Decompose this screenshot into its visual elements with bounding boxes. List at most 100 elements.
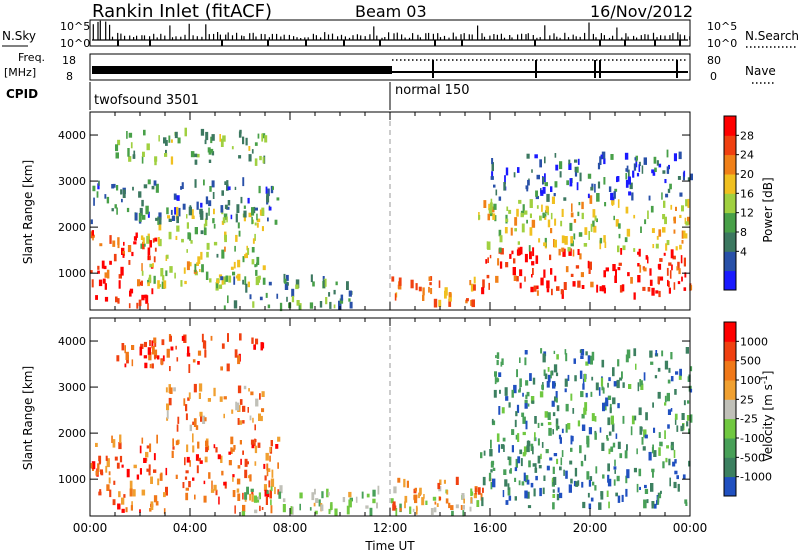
heatmap-cell [171,450,174,458]
heatmap-cell [625,168,628,172]
heatmap-cell [594,432,597,440]
heatmap-cell [670,376,674,382]
heatmap-cell [561,428,564,434]
heatmap-cell [244,492,248,500]
heatmap-cell [154,247,157,252]
heatmap-cell [572,281,576,287]
heatmap-cell [668,287,671,294]
heatmap-cell [466,298,469,302]
heatmap-cell [512,267,516,276]
heatmap-cell [434,501,437,505]
heatmap-cell [118,274,122,279]
heatmap-cell [540,277,544,286]
colorbar-swatch [724,360,736,381]
heatmap-cell [622,415,625,424]
heatmap-cell [259,393,261,400]
heatmap-cell [490,198,493,207]
heatmap-cell [165,486,168,496]
heatmap-cell [189,424,192,432]
heatmap-cell [310,274,313,283]
heatmap-cell [580,272,584,278]
heatmap-cell [349,301,353,309]
y-tick-label: 2000 [58,427,86,440]
heatmap-cell [677,483,680,492]
heatmap-cell [614,188,618,192]
heatmap-cell [227,200,231,206]
heatmap-cell [96,191,99,198]
heatmap-cell [492,467,496,471]
heatmap-cell [608,431,612,436]
heatmap-cell [186,249,188,253]
colorbar-tick-label: 28 [740,129,754,142]
heatmap-cell [254,424,256,431]
heatmap-cell [157,216,159,225]
heatmap-cell [168,135,171,143]
heatmap-cell [220,366,223,371]
heatmap-cell [168,231,172,240]
heatmap-cell [619,285,623,293]
heatmap-cell [575,481,579,487]
heatmap-cell [678,375,682,380]
heatmap-cell [653,427,656,433]
heatmap-cell [149,508,152,512]
heatmap-cell [508,209,512,214]
heatmap-cell [113,253,117,262]
heatmap-cell [136,302,139,309]
heatmap-cell [245,283,248,293]
heatmap-cell [546,381,550,388]
heatmap-cell [254,222,257,226]
heatmap-cell [504,479,508,487]
heatmap-cell [256,222,259,228]
heatmap-cell [222,135,226,142]
heatmap-cell [549,457,553,461]
heatmap-cell [617,495,621,503]
heatmap-cell [233,300,238,309]
heatmap-cell [113,480,116,485]
heatmap-cell [430,288,433,295]
heatmap-cell [553,350,556,354]
heatmap-cell [525,394,528,400]
heatmap-cell [519,246,523,255]
heatmap-cell [161,339,165,346]
heatmap-cell [526,219,528,224]
heatmap-cell [259,155,262,161]
heatmap-cell [189,205,192,209]
heatmap-cell [247,247,250,255]
heatmap-cell [579,445,582,454]
heatmap-cell [611,423,615,432]
heatmap-cell [489,449,493,457]
heatmap-cell [626,165,629,173]
heatmap-cell [418,286,422,292]
heatmap-cell [257,442,261,448]
heatmap-cell [90,463,93,469]
heatmap-cell [131,359,134,367]
heatmap-cell [199,411,203,417]
heatmap-cell [266,193,270,203]
heatmap-cell [141,199,144,207]
heatmap-cell [674,389,677,395]
nsearch-tick-high: 10^5 [707,20,737,33]
heatmap-cell [553,453,558,457]
heatmap-cell [579,253,582,260]
heatmap-cell [500,361,503,367]
heatmap-cell [91,230,94,238]
heatmap-cell [438,496,442,501]
heatmap-cell [153,275,156,284]
heatmap-cell [650,483,654,492]
heatmap-cell [560,220,563,227]
heatmap-cell [242,420,245,424]
heatmap-cell [639,264,642,273]
heatmap-cell [529,199,533,208]
heatmap-cell [188,206,192,216]
heatmap-cell [238,230,241,237]
heatmap-cell [226,363,230,372]
heatmap-cell [666,267,669,276]
heatmap-cell [165,387,168,393]
heatmap-cell [225,275,229,282]
heatmap-cell [574,467,578,477]
velocity-x-ticks: 00:00 04:00 08:00 12:00 16:00 20:00 00:00 [73,318,707,535]
heatmap-cell [597,181,601,189]
heatmap-cell [243,205,246,209]
heatmap-cell [238,131,242,138]
heatmap-cell [588,231,590,240]
